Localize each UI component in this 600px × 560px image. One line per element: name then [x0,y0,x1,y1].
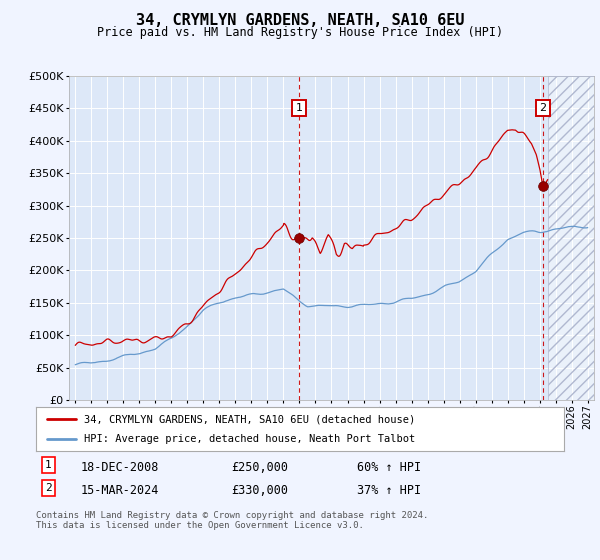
Text: 60% ↑ HPI: 60% ↑ HPI [357,461,421,474]
Text: 1: 1 [45,460,52,470]
Text: £330,000: £330,000 [231,484,288,497]
Text: Contains HM Land Registry data © Crown copyright and database right 2024.
This d: Contains HM Land Registry data © Crown c… [36,511,428,530]
Bar [548,76,594,400]
Text: Price paid vs. HM Land Registry's House Price Index (HPI): Price paid vs. HM Land Registry's House … [97,26,503,39]
Bar [548,76,594,400]
Text: 37% ↑ HPI: 37% ↑ HPI [357,484,421,497]
Text: 34, CRYMLYN GARDENS, NEATH, SA10 6EU (detached house): 34, CRYMLYN GARDENS, NEATH, SA10 6EU (de… [83,414,415,424]
Text: 34, CRYMLYN GARDENS, NEATH, SA10 6EU: 34, CRYMLYN GARDENS, NEATH, SA10 6EU [136,13,464,28]
Text: 2: 2 [539,103,547,113]
Text: 18-DEC-2008: 18-DEC-2008 [81,461,160,474]
Text: 1: 1 [296,103,302,113]
Text: HPI: Average price, detached house, Neath Port Talbot: HPI: Average price, detached house, Neat… [83,435,415,445]
Text: 15-MAR-2024: 15-MAR-2024 [81,484,160,497]
Text: 2: 2 [45,483,52,493]
Text: £250,000: £250,000 [231,461,288,474]
